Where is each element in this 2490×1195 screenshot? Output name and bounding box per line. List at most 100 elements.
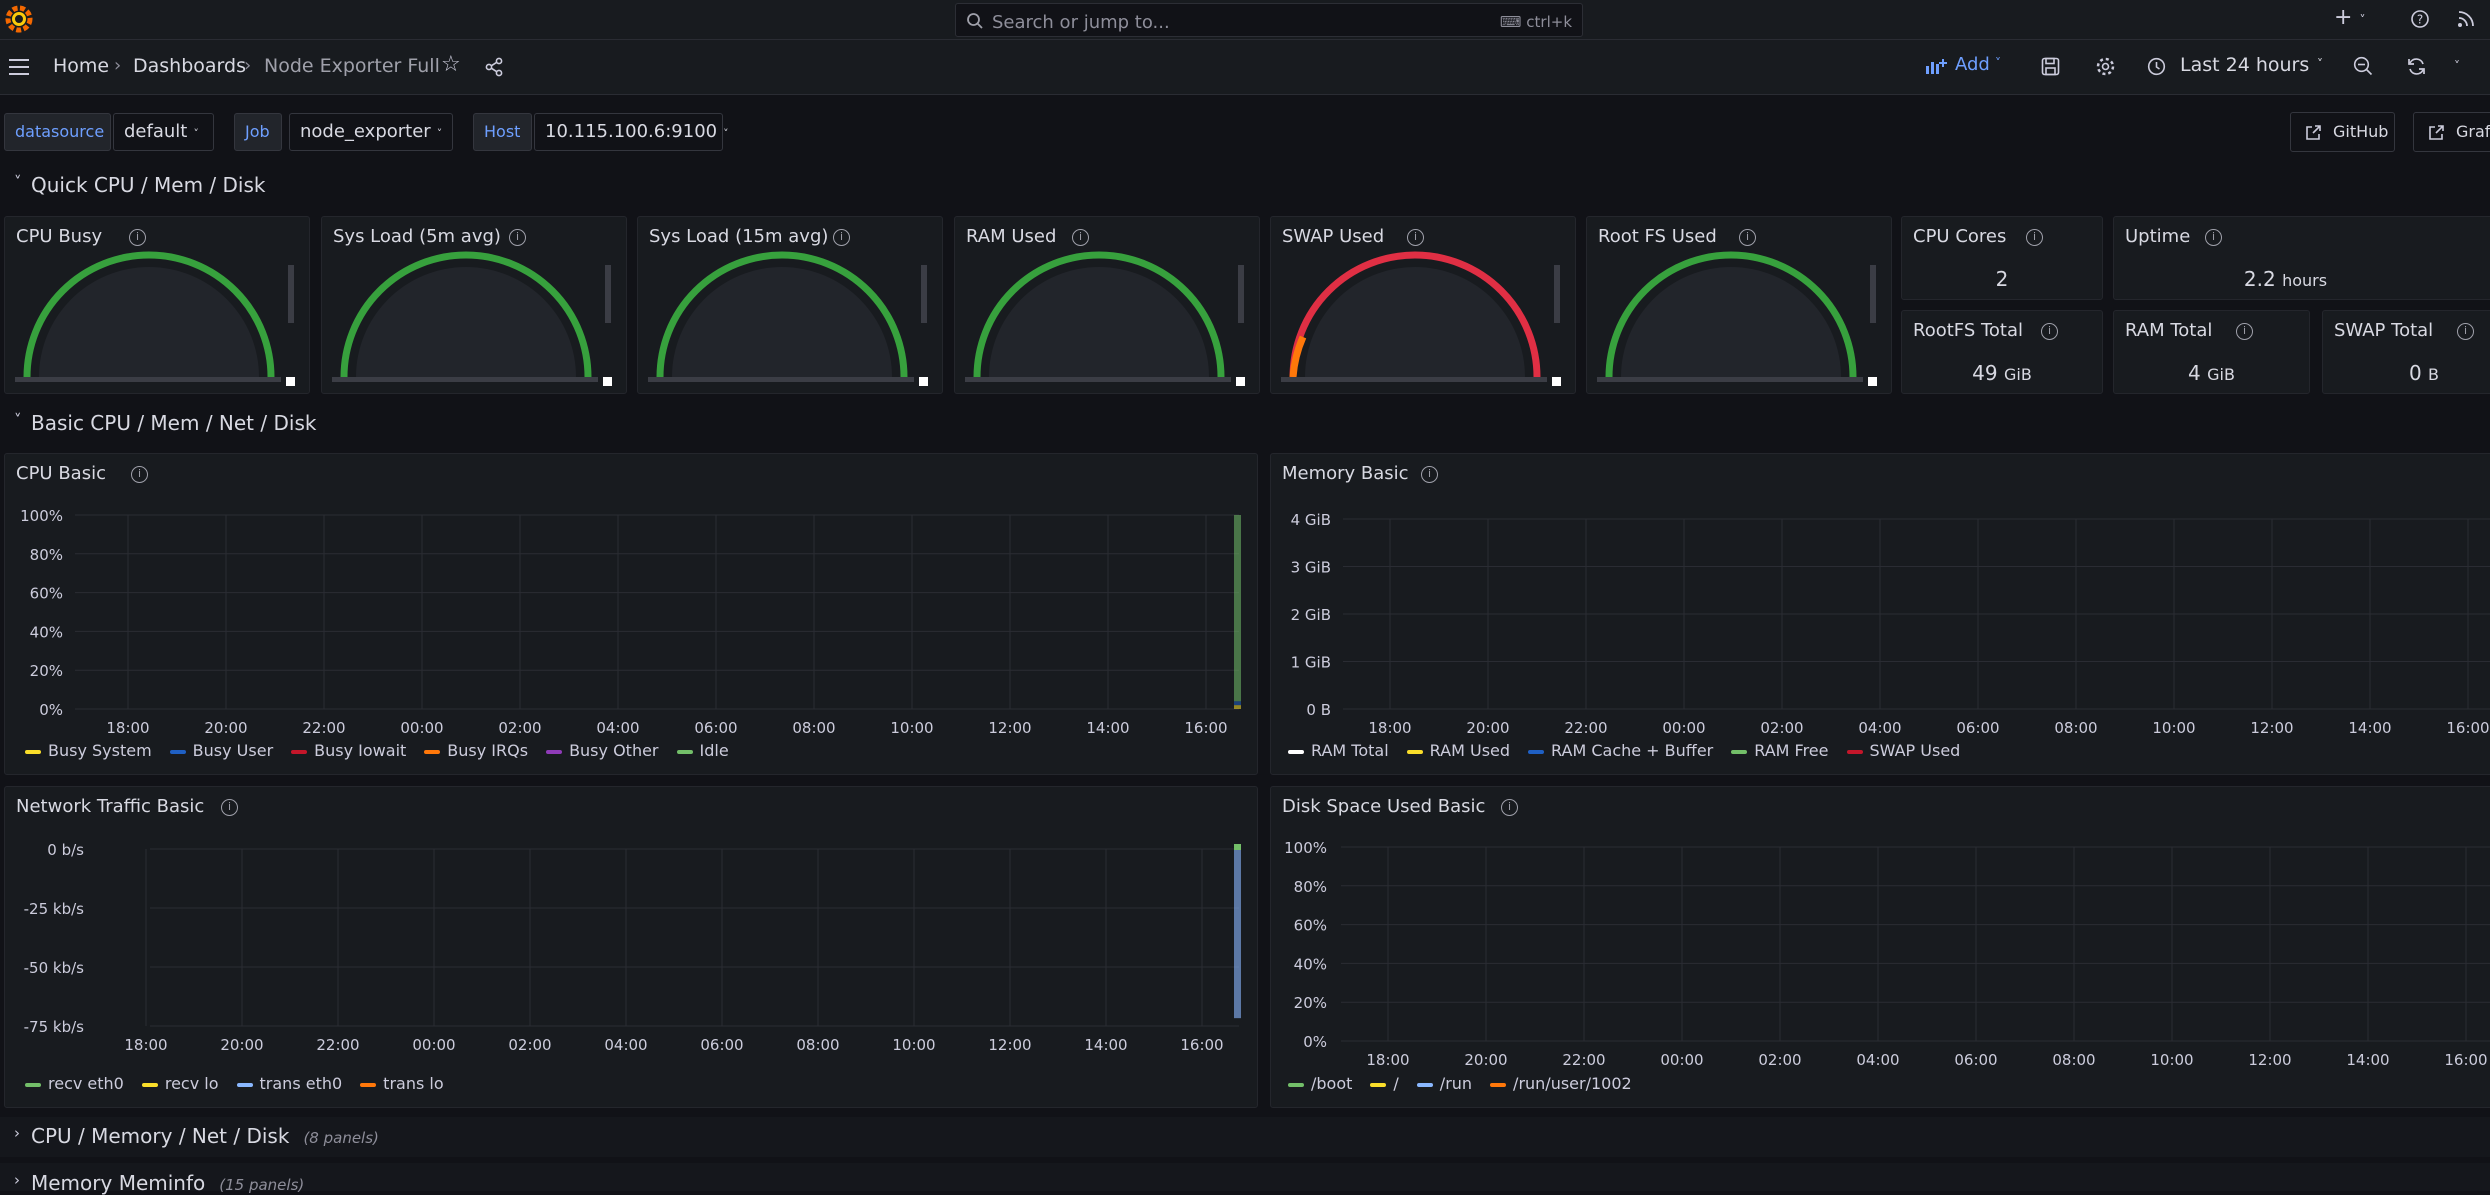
- panel-network-traffic-basic[interactable]: Network Traffic Basic i 0 b/s -25 kb/s -50 k…: [4, 786, 1258, 1108]
- save-icon[interactable]: [2041, 57, 2060, 76]
- info-icon[interactable]: i: [2236, 323, 2253, 340]
- legend-swatch: [25, 749, 41, 754]
- share-icon[interactable]: [484, 57, 504, 77]
- panel-cpu-basic[interactable]: CPU Basic i 100% 80% 60% 40% 20% 0% 18:00 20:00 22…: [4, 453, 1258, 775]
- legend-item[interactable]: recv eth0: [25, 1074, 124, 1093]
- legend-swatch: [236, 1082, 253, 1087]
- x-tick-label: 06:00: [1954, 1051, 1997, 1069]
- info-icon[interactable]: i: [1407, 229, 1424, 246]
- plus-icon[interactable]: + ˅: [2334, 5, 2366, 30]
- legend-swatch: [141, 1082, 158, 1087]
- info-icon[interactable]: i: [129, 229, 146, 246]
- info-icon[interactable]: i: [509, 229, 526, 246]
- info-icon[interactable]: i: [833, 229, 850, 246]
- legend-swatch: [169, 749, 186, 754]
- panel-title: CPU Cores: [1913, 226, 2007, 247]
- chart-plot: 0 b/s -25 kb/s -50 kb/s -75 kb/s 18:00 20:00 2…: [24, 841, 1241, 1054]
- news-feed-icon[interactable]: [2456, 9, 2476, 29]
- info-icon[interactable]: i: [1739, 229, 1756, 246]
- info-icon[interactable]: i: [1421, 466, 1438, 483]
- star-icon[interactable]: ☆: [441, 52, 461, 77]
- variable-host-select[interactable]: 10.115.100.6:9100 ˅: [534, 113, 729, 151]
- chevron-down-icon: ˅: [14, 173, 22, 191]
- legend-item[interactable]: SWAP Used: [1846, 741, 1960, 760]
- settings-gear-icon[interactable]: [2095, 56, 2116, 77]
- panel-title: CPU Busy: [16, 226, 103, 247]
- panel-memory-basic[interactable]: Memory Basic i 4 GiB 3 GiB 2 GiB 1 GiB 0 B 18:0…: [1270, 453, 2490, 775]
- chart-bar: [1234, 701, 1241, 706]
- variable-job-select[interactable]: node_exporter ˅: [289, 113, 453, 151]
- stat-value: 2.2 hours: [2243, 267, 2328, 291]
- gauge-chart: [1597, 251, 1877, 386]
- zoom-out-icon[interactable]: [2353, 56, 2373, 76]
- gauge-arc: [656, 251, 908, 378]
- info-icon[interactable]: i: [2205, 229, 2222, 246]
- x-tick-label: 18:00: [124, 1036, 167, 1054]
- chart-legend: Busy System Busy User Busy Iowait Busy IRQs…: [25, 741, 747, 760]
- legend-item[interactable]: RAM Used: [1406, 741, 1510, 760]
- gauge-scroll-indicator: [1238, 265, 1244, 323]
- legend-item[interactable]: trans lo: [360, 1074, 444, 1093]
- gauge-panel[interactable]: SWAP Used i: [1270, 216, 1576, 394]
- legend-item[interactable]: RAM Cache + Buffer: [1528, 741, 1713, 760]
- info-icon[interactable]: i: [2026, 229, 2043, 246]
- legend-item[interactable]: /run: [1416, 1074, 1472, 1093]
- legend-item[interactable]: RAM Free: [1731, 741, 1829, 760]
- info-icon[interactable]: i: [1072, 229, 1089, 246]
- gauge-panel[interactable]: Sys Load (15m avg) i: [637, 216, 943, 394]
- grafana-logo-icon[interactable]: [4, 4, 34, 34]
- menu-icon[interactable]: [8, 57, 30, 77]
- legend-item[interactable]: /boot: [1288, 1074, 1352, 1093]
- gauge-arc: [23, 251, 275, 378]
- panel-disk-space-used-basic[interactable]: Disk Space Used Basic i 100% 80% 60% 40% 20% 0%…: [1270, 786, 2490, 1108]
- chevron-down-icon: ˅: [193, 127, 199, 140]
- legend-item[interactable]: trans eth0: [236, 1074, 342, 1093]
- refresh-interval-chevron-icon[interactable]: ˅: [2454, 59, 2460, 73]
- gauge-track: [648, 377, 914, 382]
- gauge-panel[interactable]: Root FS Used i: [1586, 216, 1892, 394]
- stat-panel-cpu-cores[interactable]: CPU Cores i 2: [1901, 216, 2103, 300]
- legend-item[interactable]: recv lo: [141, 1074, 219, 1093]
- gauge-panel[interactable]: Sys Load (5m avg) i: [321, 216, 627, 394]
- panel-title: CPU Basic: [16, 463, 106, 484]
- gauge-panel[interactable]: RAM Used i: [954, 216, 1260, 394]
- github-link-button[interactable]: GitHub: [2290, 112, 2395, 152]
- stat-panel-uptime[interactable]: Uptime i 2.2 hours: [2113, 216, 2490, 300]
- legend-item[interactable]: /run/user/1002: [1490, 1074, 1632, 1093]
- breadcrumb-home[interactable]: Home: [53, 55, 110, 77]
- info-icon[interactable]: i: [221, 799, 238, 816]
- legend-item[interactable]: Busy IRQs: [424, 741, 528, 760]
- row-header-cpu-memory-net-disk[interactable]: › CPU / Memory / Net / Disk (8 panels): [14, 1124, 379, 1148]
- stat-panel-swap-total[interactable]: SWAP Total i 0 B: [2322, 310, 2490, 394]
- breadcrumb-dashboards[interactable]: Dashboards: [133, 55, 246, 77]
- row-header-basic[interactable]: ˅ Basic CPU / Mem / Net / Disk: [14, 411, 317, 435]
- legend-item[interactable]: Busy Other: [546, 741, 659, 760]
- page-title: Node Exporter Full: [264, 55, 440, 77]
- info-icon[interactable]: i: [131, 466, 148, 483]
- refresh-icon[interactable]: [2406, 56, 2427, 77]
- legend-item[interactable]: Idle: [676, 741, 729, 760]
- variable-datasource-select[interactable]: default ˅: [113, 113, 214, 151]
- legend-item[interactable]: Busy System: [25, 741, 152, 760]
- x-tick-label: 12:00: [988, 1036, 1031, 1054]
- info-icon[interactable]: i: [2457, 323, 2474, 340]
- legend-item[interactable]: RAM Total: [1288, 741, 1389, 760]
- info-icon[interactable]: i: [1501, 799, 1518, 816]
- stat-panel-rootfs-total[interactable]: RootFS Total i 49 GiB: [1901, 310, 2103, 394]
- row-header-memory-meminfo[interactable]: › Memory Meminfo (15 panels): [14, 1171, 305, 1195]
- search-input[interactable]: Search or jump to... ⌨ ctrl+k: [955, 3, 1583, 37]
- y-tick-label: -50 kb/s: [24, 959, 85, 977]
- x-tick-label: 08:00: [2052, 1051, 2095, 1069]
- x-tick-label: 08:00: [796, 1036, 839, 1054]
- gauge-panel[interactable]: CPU Busy i: [4, 216, 310, 394]
- row-header-quick[interactable]: ˅ Quick CPU / Mem / Disk: [14, 173, 266, 197]
- info-icon[interactable]: i: [2041, 323, 2058, 340]
- gauge-background: [1621, 267, 1841, 377]
- y-tick-label: 4 GiB: [1291, 511, 1331, 529]
- legend-item[interactable]: /: [1370, 1074, 1399, 1093]
- grafana-link-button[interactable]: Grafana: [2413, 112, 2490, 152]
- stat-panel-ram-total[interactable]: RAM Total i 4 GiB: [2113, 310, 2310, 394]
- help-icon[interactable]: ?: [2410, 9, 2430, 29]
- legend-item[interactable]: Busy User: [169, 741, 273, 760]
- legend-item[interactable]: Busy Iowait: [291, 741, 406, 760]
